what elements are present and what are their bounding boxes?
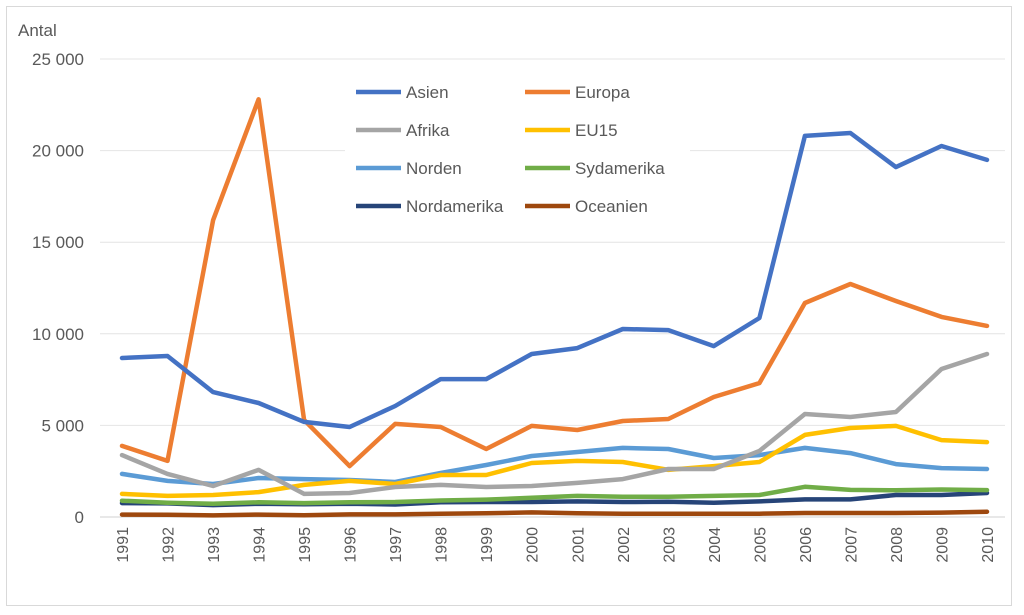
x-tick-label: 1993 (206, 527, 223, 563)
series-line-asien (119, 130, 990, 430)
legend-label: Oceanien (575, 197, 648, 216)
x-tick-label: 2010 (980, 527, 997, 563)
series-line-eu15 (119, 423, 990, 499)
y-tick-label: 20 000 (32, 142, 84, 161)
y-tick-label: 5 000 (41, 416, 84, 435)
y-tick-label: 0 (75, 508, 84, 527)
legend-label: Europa (575, 83, 630, 102)
y-tick-label: 10 000 (32, 325, 84, 344)
x-tick-label: 1995 (297, 527, 314, 563)
legend-label: Afrika (406, 121, 450, 140)
x-tick-label: 2004 (707, 527, 724, 563)
x-tick-label: 2002 (616, 527, 633, 563)
x-tick-label: 1994 (252, 527, 269, 563)
x-tick-label: 2000 (525, 527, 542, 563)
legend-label: EU15 (575, 121, 618, 140)
chart-frame (6, 6, 1012, 606)
legend-label: Sydamerika (575, 159, 665, 178)
series-line-norden (119, 445, 990, 487)
x-tick-label: 1997 (388, 527, 405, 563)
y-axis-label: Antal (18, 21, 57, 40)
x-tick-label: 1996 (343, 527, 360, 563)
x-tick-label: 1998 (434, 527, 451, 563)
x-tick-label: 2006 (798, 527, 815, 563)
legend-label: Nordamerika (406, 197, 504, 216)
legend-label: Norden (406, 159, 462, 178)
x-tick-label: 2008 (889, 527, 906, 563)
x-tick-label: 2001 (570, 527, 587, 563)
series-line-afrika (119, 351, 990, 497)
x-tick-label: 1991 (115, 527, 132, 563)
series-line-oceanien (119, 509, 990, 518)
legend-box (345, 74, 690, 220)
x-tick-label: 2007 (843, 527, 860, 563)
y-tick-label: 25 000 (32, 50, 84, 69)
x-tick-label: 1999 (479, 527, 496, 563)
x-tick-label: 1992 (161, 527, 178, 563)
series-line-europa (119, 97, 990, 469)
y-tick-label: 15 000 (32, 233, 84, 252)
x-tick-label: 2005 (752, 527, 769, 563)
series-line-sydamerika (119, 484, 990, 507)
x-tick-label: 2009 (934, 527, 951, 563)
legend-label: Asien (406, 83, 449, 102)
x-tick-label: 2003 (661, 527, 678, 563)
